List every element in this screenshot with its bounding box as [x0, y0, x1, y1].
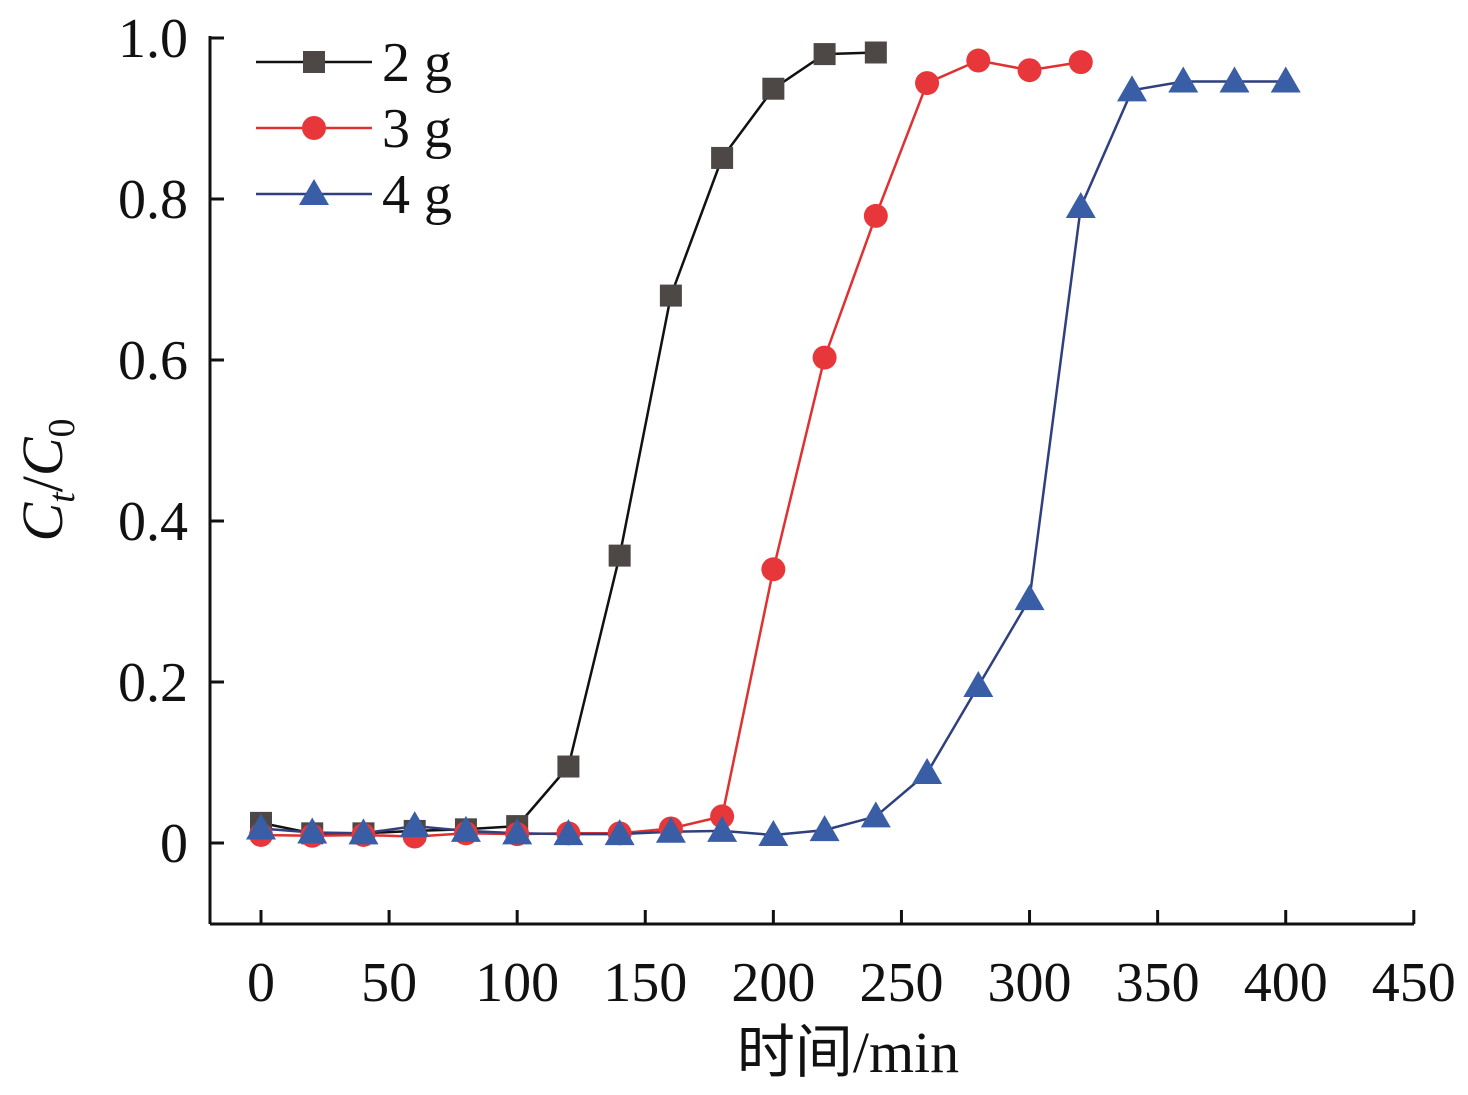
data-point	[864, 41, 887, 64]
data-point	[1017, 58, 1042, 83]
data-point	[966, 48, 991, 73]
data-point	[655, 816, 686, 843]
data-point	[963, 671, 994, 698]
data-point	[659, 284, 682, 307]
y-tick-label: 0	[160, 813, 188, 875]
data-point	[761, 557, 786, 582]
x-tick-label: 300	[988, 952, 1072, 1014]
data-point	[348, 818, 379, 845]
data-point	[1270, 66, 1301, 93]
x-tick-label: 450	[1372, 952, 1456, 1014]
data-point	[297, 817, 328, 844]
legend-label: 4 g	[382, 164, 452, 226]
legend-item-3: 4 g	[256, 164, 452, 226]
data-point	[813, 43, 836, 66]
data-point	[912, 757, 943, 784]
legend-marker	[302, 116, 326, 140]
legend-label: 3 g	[382, 98, 452, 160]
data-point	[915, 71, 940, 96]
data-point	[758, 819, 789, 846]
data-point	[604, 819, 635, 846]
x-tick-label: 400	[1244, 952, 1328, 1014]
x-tick-label: 100	[475, 952, 559, 1014]
series-markers	[246, 41, 1301, 849]
data-point	[246, 813, 276, 840]
series-points-3	[246, 66, 1301, 846]
data-point	[450, 815, 481, 842]
data-point	[1068, 50, 1093, 75]
data-point	[863, 203, 888, 228]
series-points-2	[249, 48, 1093, 849]
series-line-1	[260, 51, 876, 835]
data-point	[1168, 66, 1199, 93]
y-axis-title-c0: C	[10, 436, 75, 476]
data-point	[762, 77, 785, 100]
y-tick-label: 0.4	[118, 491, 188, 553]
y-tick-label: 1.0	[118, 8, 188, 70]
data-point	[1117, 75, 1148, 102]
data-point	[809, 815, 840, 842]
x-ticks: 0 50 100 150 200 250 300 350 400 450	[247, 910, 1456, 1014]
y-axis-title-sub-0: 0	[41, 418, 83, 437]
y-axis-title: Ct/C0	[10, 418, 83, 541]
data-point	[1065, 192, 1096, 219]
y-tick-label: 0.2	[118, 652, 188, 714]
x-tick-label: 0	[247, 952, 275, 1014]
x-tick-label: 250	[859, 952, 943, 1014]
y-axis-title-slash: /	[10, 475, 75, 492]
data-point	[707, 815, 738, 842]
data-point	[1219, 66, 1250, 93]
x-tick-label: 200	[731, 952, 815, 1014]
series-points-1	[250, 41, 887, 845]
y-tick-label: 0.6	[118, 330, 188, 392]
legend-item-1: 2 g	[256, 32, 452, 94]
data-point	[860, 801, 891, 828]
axes	[208, 36, 1414, 926]
x-tick-label: 350	[1116, 952, 1200, 1014]
y-tick-label: 0.8	[118, 169, 188, 231]
y-axis-title-sub-t: t	[41, 491, 83, 503]
legend-label: 2 g	[382, 32, 452, 94]
y-axis-title-c: C	[10, 502, 75, 542]
data-point	[1014, 584, 1045, 611]
legend: 2 g3 g4 g	[256, 32, 452, 226]
data-point	[502, 818, 533, 845]
data-point	[812, 345, 837, 370]
data-point	[711, 146, 734, 169]
x-axis-title: 时间/min	[737, 1020, 959, 1085]
legend-marker	[303, 51, 325, 73]
legend-marker	[299, 179, 329, 205]
y-ticks: 0 0.2 0.4 0.6 0.8 1.0	[118, 8, 224, 875]
x-tick-label: 150	[603, 952, 687, 1014]
legend-item-2: 3 g	[256, 98, 452, 160]
data-point	[399, 811, 430, 838]
x-tick-label: 50	[361, 952, 417, 1014]
data-point	[553, 819, 584, 846]
data-point	[557, 755, 580, 778]
data-point	[608, 544, 631, 567]
